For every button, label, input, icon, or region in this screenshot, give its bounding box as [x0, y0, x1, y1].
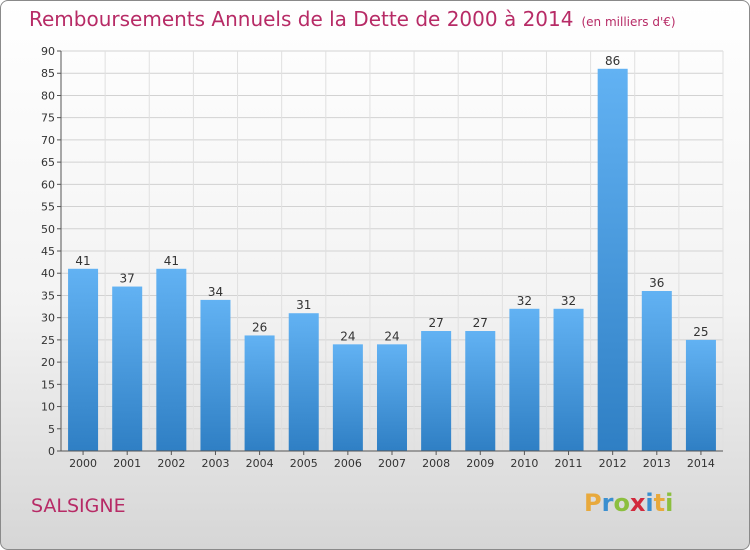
y-tick-label: 15	[41, 378, 55, 391]
bar-value-label: 25	[693, 325, 708, 339]
bar-value-label: 31	[296, 298, 311, 312]
x-tick-label: 2002	[157, 457, 185, 470]
x-tick-label: 2001	[113, 457, 141, 470]
bar	[685, 339, 716, 451]
logo-letter: i	[645, 489, 654, 517]
chart-title: Remboursements Annuels de la Dette de 20…	[29, 7, 574, 31]
chart-title-block: Remboursements Annuels de la Dette de 20…	[29, 7, 676, 31]
bar	[288, 313, 319, 451]
bar-value-label: 34	[208, 285, 223, 299]
y-tick-label: 25	[41, 334, 55, 347]
bars-layer	[68, 68, 716, 452]
x-tick-label: 2004	[246, 457, 274, 470]
x-tick-label: 2005	[290, 457, 318, 470]
x-tick-label: 2011	[555, 457, 583, 470]
logo-letter: t	[653, 489, 666, 517]
x-tick-label: 2014	[687, 457, 715, 470]
x-tick-label: 2008	[422, 457, 450, 470]
bar	[332, 344, 363, 451]
logo-letter: i	[665, 489, 674, 517]
x-tick-label: 2012	[599, 457, 627, 470]
x-tick-label: 2007	[378, 457, 406, 470]
bar	[68, 268, 99, 451]
bar-value-label: 26	[252, 320, 267, 334]
unit-note: (en milliers d'€)	[581, 15, 676, 29]
y-tick-label: 0	[48, 445, 55, 458]
x-tick-label: 2003	[201, 457, 229, 470]
y-tick-label: 20	[41, 356, 55, 369]
y-tick-label: 45	[41, 245, 55, 258]
bar-value-label: 41	[164, 254, 179, 268]
bar	[376, 344, 408, 451]
y-tick-label: 60	[41, 178, 55, 191]
x-tick-label: 2000	[69, 457, 97, 470]
y-tick-label: 10	[41, 401, 55, 414]
y-tick-label: 75	[41, 112, 55, 125]
y-tick-label: 30	[41, 312, 55, 325]
x-tick-label: 2010	[510, 457, 538, 470]
axis-layer: 0 5 10 15 20 25 30 35 40 45 50 55 60 65 70 75 80 85 90 2000…	[41, 45, 723, 470]
bar	[244, 335, 275, 451]
y-tick-label: 80	[41, 89, 55, 102]
bar-value-label: 24	[340, 329, 355, 343]
y-tick-label: 70	[41, 134, 55, 147]
bar-value-label: 24	[384, 329, 399, 343]
bar-value-label: 36	[649, 276, 664, 290]
bar-value-label: 86	[605, 54, 620, 68]
x-tick-label: 2006	[334, 457, 362, 470]
bar	[200, 299, 231, 451]
bar-value-label: 27	[428, 316, 443, 330]
logo-letter: o	[613, 489, 630, 517]
bar-value-label: 32	[517, 294, 532, 308]
labels-layer: 41 37 41 34 26 31 24 24 27 27 32 32 86 36 25	[75, 54, 708, 344]
bar-value-label: 41	[75, 254, 90, 268]
bar	[509, 308, 540, 451]
y-tick-label: 50	[41, 223, 55, 236]
bar	[421, 331, 452, 451]
y-tick-label: 35	[41, 289, 55, 302]
bar	[641, 291, 672, 451]
y-tick-label: 55	[41, 201, 55, 214]
bar	[156, 268, 187, 451]
logo-letter: r	[601, 489, 614, 517]
bar-value-label: 32	[561, 294, 576, 308]
x-tick-label: 2009	[466, 457, 494, 470]
y-tick-label: 5	[48, 423, 55, 436]
commune-name: SALSIGNE	[31, 495, 126, 517]
y-tick-label: 65	[41, 156, 55, 169]
bar-value-label: 37	[120, 272, 135, 286]
y-tick-label: 85	[41, 67, 55, 80]
logo-letter: P	[584, 489, 602, 517]
y-tick-label: 40	[41, 267, 55, 280]
logo-letter: x	[629, 489, 646, 517]
bar	[112, 286, 143, 451]
bar	[553, 308, 584, 451]
y-tick-label: 90	[41, 45, 55, 58]
bar	[465, 331, 496, 451]
bar-value-label: 27	[473, 316, 488, 330]
bar	[597, 68, 628, 452]
proxiti-logo: Proxiti	[584, 489, 673, 517]
x-tick-label: 2013	[643, 457, 671, 470]
